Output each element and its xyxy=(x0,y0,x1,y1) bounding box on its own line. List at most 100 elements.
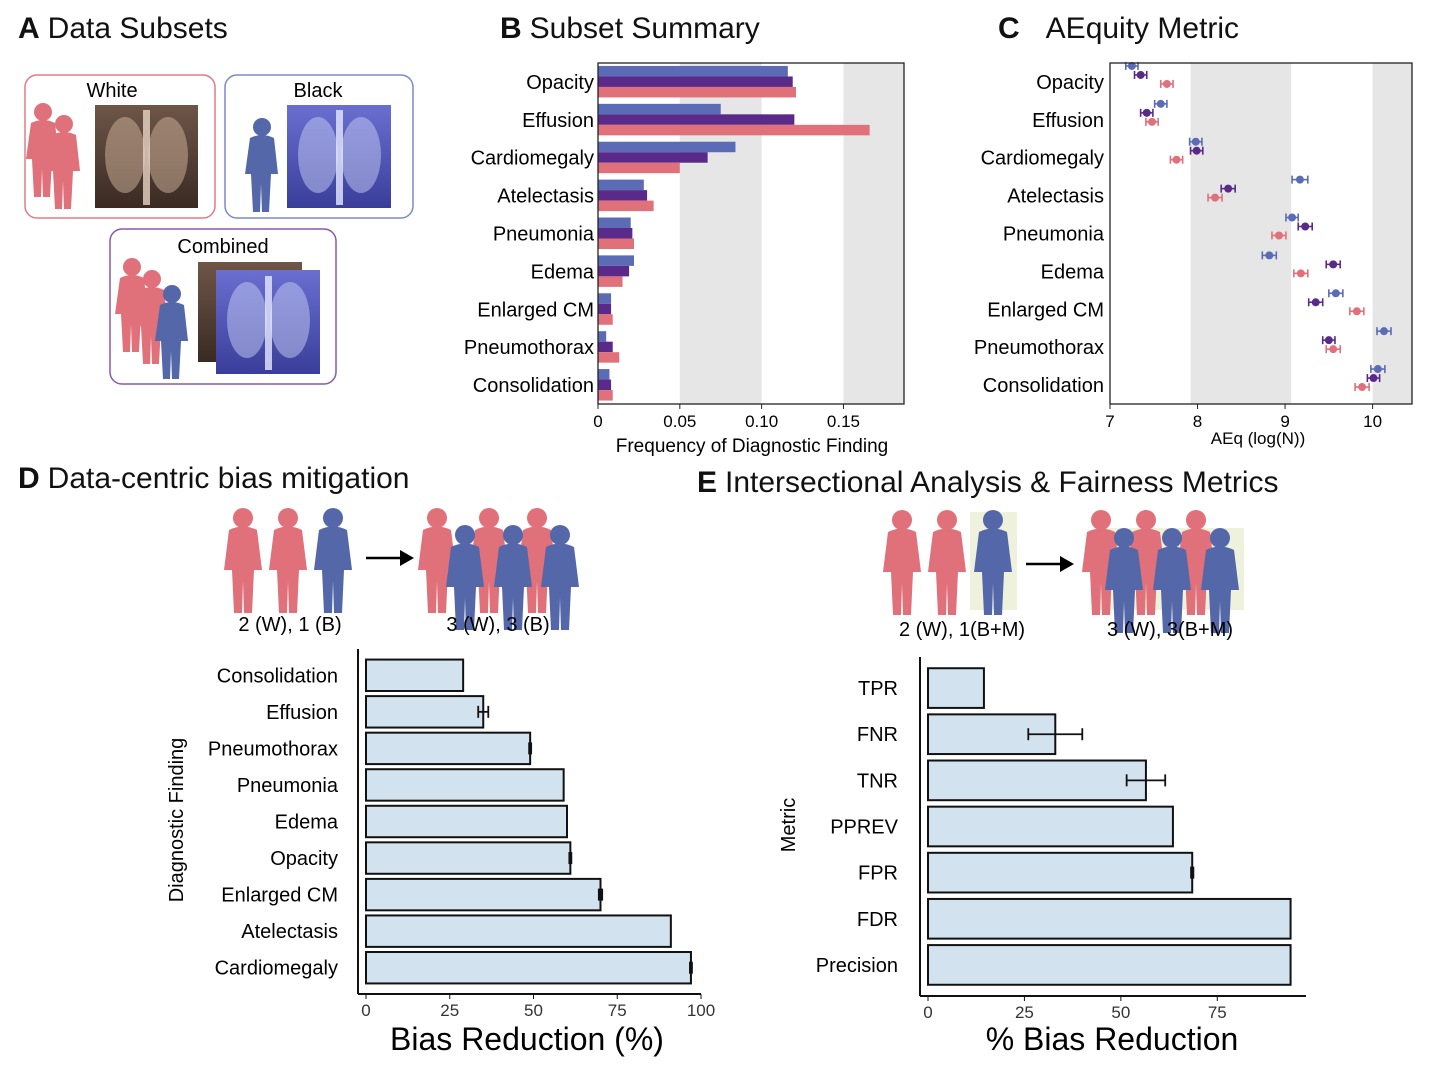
person-icon xyxy=(1177,510,1215,615)
x-tick-label: 0.05 xyxy=(663,412,696,431)
x-tick-label: 0 xyxy=(923,1003,932,1022)
category-label: Cardiomegaly xyxy=(471,148,594,170)
person-head xyxy=(278,508,298,528)
data-point xyxy=(1211,193,1220,202)
x-tick-label: 100 xyxy=(687,1001,715,1020)
bar xyxy=(598,228,633,239)
person-body xyxy=(1177,528,1215,615)
bar xyxy=(365,877,602,912)
x-tick-label: 10 xyxy=(1363,412,1382,431)
bar xyxy=(598,152,708,163)
data-point xyxy=(1301,222,1310,231)
person-icon xyxy=(269,508,307,613)
panel-e-title: E Intersectional Analysis & Fairness Metr… xyxy=(697,466,1279,499)
person-head xyxy=(1186,510,1206,530)
person-head xyxy=(427,508,447,528)
bar xyxy=(598,303,612,315)
data-point xyxy=(1224,184,1233,193)
x-tick-label: 50 xyxy=(1111,1003,1130,1022)
x-tick-label: 50 xyxy=(524,1001,543,1020)
bar xyxy=(365,914,672,948)
data-point xyxy=(1192,146,1201,155)
bar xyxy=(598,379,612,391)
category-label: Pneumothorax xyxy=(464,337,594,359)
person-body xyxy=(541,543,579,630)
data-point xyxy=(1324,336,1333,345)
bar xyxy=(598,352,620,363)
category-label: Consolidation xyxy=(217,665,338,687)
data-point xyxy=(1369,374,1378,383)
people-before-icon xyxy=(883,510,1012,615)
panel-c-chart: Opacity Effusion Cardiomegaly Atelectasis Pn… xyxy=(974,61,1413,448)
bar xyxy=(598,238,634,249)
x-axis-title: % Bias Reduction xyxy=(986,1021,1239,1057)
x-tick-label: 7 xyxy=(1105,412,1114,431)
person-icon xyxy=(541,525,579,630)
data-point xyxy=(1352,307,1361,316)
bar xyxy=(365,768,565,802)
person-body xyxy=(1105,546,1143,633)
x-tick-label: 75 xyxy=(1208,1003,1227,1022)
panel-b-title: B Subset Summary xyxy=(500,12,760,45)
people-after-icon xyxy=(418,508,579,630)
person-icon xyxy=(1201,528,1239,633)
panel-b-chart: Opacity Effusion Cardiomegaly Atelectasis Pn… xyxy=(464,62,905,457)
bar xyxy=(927,851,1194,894)
panel-e-illustration: 2 (W), 1(B+M) 3 (W), 3(B+M) xyxy=(883,510,1244,641)
data-point xyxy=(1274,231,1283,240)
shaded-band xyxy=(1372,63,1412,404)
data-point xyxy=(1296,269,1305,278)
x-tick-label: 25 xyxy=(440,1001,459,1020)
bar xyxy=(365,695,485,729)
bar xyxy=(598,390,613,401)
person-head xyxy=(1091,510,1111,530)
x-tick-label: 0.15 xyxy=(827,412,860,431)
bar xyxy=(598,65,788,77)
panel-a-illustration: White Black Combined xyxy=(24,74,414,385)
x-tick-label: 0 xyxy=(593,412,602,431)
person-body xyxy=(928,528,966,615)
x-tick-label: 75 xyxy=(608,1001,627,1020)
person-body xyxy=(470,526,508,613)
black-person-icon xyxy=(245,118,278,212)
category-label: Pneumonia xyxy=(493,224,595,246)
person-head xyxy=(892,510,912,530)
data-point xyxy=(1191,137,1200,146)
bar xyxy=(598,103,721,115)
person-head xyxy=(550,525,570,545)
person-body xyxy=(224,526,262,613)
panel-d-caption-before: 2 (W), 1 (B) xyxy=(238,614,341,636)
black-xray-image xyxy=(287,105,391,208)
panel-e-caption-after: 3 (W), 3(B+M) xyxy=(1107,619,1233,641)
panel-e-caption-before: 2 (W), 1(B+M) xyxy=(899,619,1025,641)
shaded-band xyxy=(1190,63,1292,404)
bar xyxy=(598,179,644,191)
person-head xyxy=(503,525,523,545)
white-xray-image xyxy=(95,105,198,208)
category-label: Precision xyxy=(816,955,898,977)
category-label: Enlarged CM xyxy=(477,299,594,321)
people-after-icon xyxy=(1082,510,1239,633)
data-point xyxy=(1156,99,1165,108)
bar xyxy=(365,731,532,766)
person-body xyxy=(1201,546,1239,633)
bar xyxy=(927,805,1174,848)
people-before-icon xyxy=(224,508,352,613)
data-point xyxy=(1142,108,1151,117)
category-label: FPR xyxy=(858,863,898,885)
bar xyxy=(598,276,623,287)
bar xyxy=(598,190,648,201)
person-head xyxy=(983,510,1003,530)
plot-frame xyxy=(1109,62,1413,405)
bar xyxy=(365,658,465,692)
y-axis-title: Metric xyxy=(778,798,800,852)
category-label: Opacity xyxy=(270,848,338,870)
data-point xyxy=(1358,383,1367,392)
panel-d-title: D Data-centric bias mitigation xyxy=(18,462,410,495)
panel-c-title: C AEquity Metric xyxy=(998,12,1240,45)
x-tick-label: 9 xyxy=(1280,412,1289,431)
person-icon xyxy=(1105,528,1143,633)
data-point xyxy=(1136,70,1145,79)
person-body xyxy=(314,526,352,613)
data-point xyxy=(1288,213,1297,222)
